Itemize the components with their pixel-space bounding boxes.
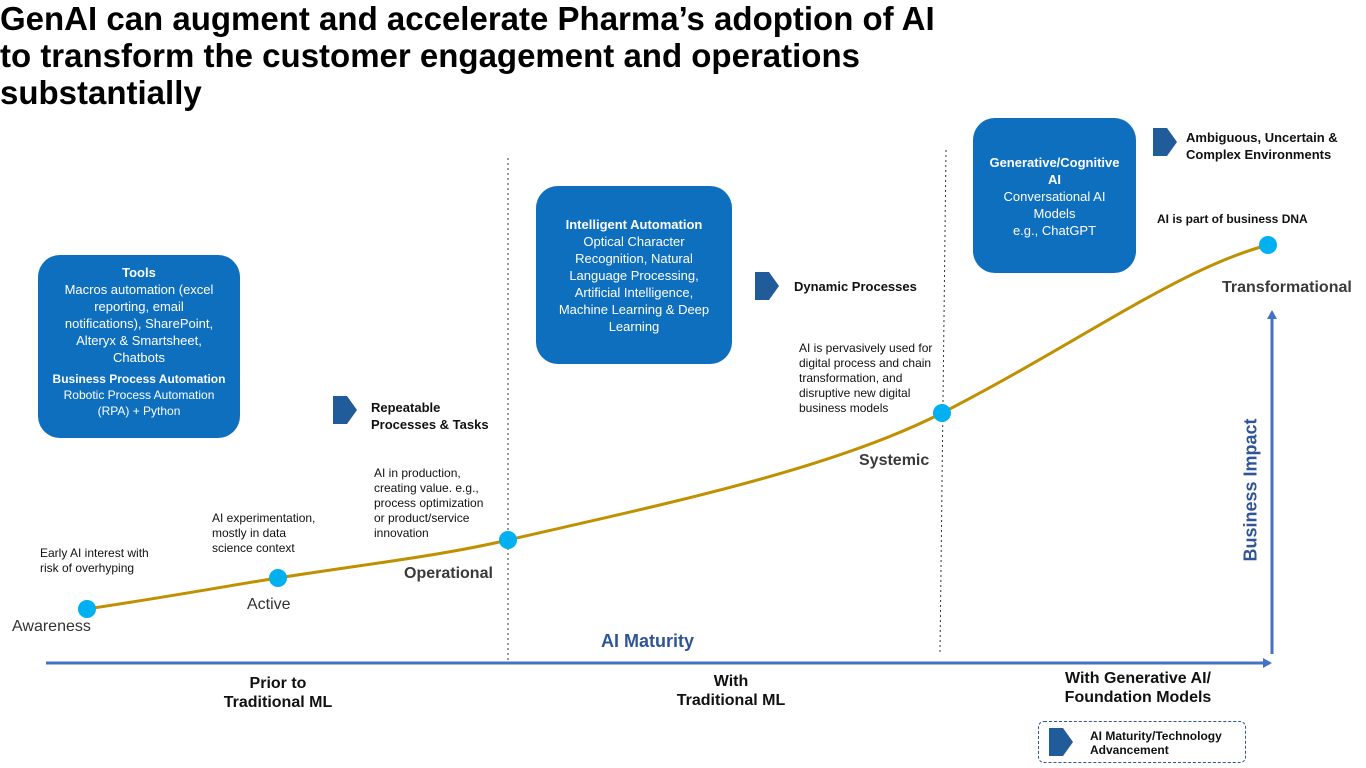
intelligent-body-6: Learning [608, 319, 660, 334]
generative-body-2: Models [1033, 206, 1076, 221]
point-active [269, 569, 287, 587]
page-title: GenAI can augment and accelerate Pharma’… [0, 0, 1150, 111]
note-awareness-line-2: risk of overhyping [40, 561, 135, 575]
intelligent-body-3: Language Processing, [569, 268, 699, 283]
divider-line-2 [939, 149, 947, 653]
trait-dynamic-line-1: Dynamic Processes [794, 279, 917, 294]
stage-operational: Operational [404, 565, 493, 582]
tools-heading: Tools [122, 265, 156, 280]
trait-dynamic: Dynamic Processes [794, 278, 917, 295]
era-generative-ai: With Generative AI/ Foundation Models [1038, 669, 1238, 707]
intelligent-body-5: Machine Learning & Deep [558, 302, 710, 317]
title-line-1: GenAI can augment and accelerate Pharma’… [0, 0, 935, 37]
legend-label-line-1: AI Maturity/Technology [1090, 729, 1222, 743]
era-with-line-1: With [713, 673, 749, 690]
maturity-curve-path [86, 243, 1269, 611]
era-traditional-ml: With Traditional ML [641, 672, 821, 710]
bpa-heading: Business Process Automation [52, 372, 226, 386]
point-operational [499, 531, 517, 549]
era-genai-line-2: Foundation Models [1064, 689, 1212, 706]
era-prior-line-2: Traditional ML [223, 694, 333, 711]
note-systemic-line-1: AI is pervasively used for [799, 341, 933, 355]
chevron-right-icon [1153, 128, 1177, 156]
trait-repeatable: Repeatable Processes & Tasks [371, 399, 489, 433]
tools-body-4: Alteryx & Smartsheet, [76, 333, 202, 348]
note-active: AI experimentation, mostly in data scien… [212, 511, 315, 556]
note-operational: AI in production, creating value. e.g., … [374, 466, 483, 541]
generative-heading-1: Generative/Cognitive [989, 155, 1120, 170]
legend-label-line-2: Advancement [1090, 743, 1169, 757]
note-systemic-line-4: disruptive new digital [799, 386, 911, 400]
bpa-body-1: Robotic Process Automation [63, 388, 215, 402]
generative-body-1: Conversational AI [1003, 189, 1106, 204]
note-operational-line-1: AI in production, [374, 466, 461, 480]
tools-box: Tools Macros automation (excel reporting… [38, 255, 240, 438]
note-systemic-line-2: digital process and chain [799, 356, 932, 370]
era-genai-line-1: With Generative AI/ [1065, 670, 1211, 687]
trait-ambiguous: Ambiguous, Uncertain & Complex Environme… [1186, 129, 1338, 163]
tools-body-5: Chatbots [112, 350, 166, 365]
note-awareness-line-1: Early AI interest with [40, 546, 149, 560]
stage-systemic: Systemic [859, 452, 930, 469]
intelligent-body-1: Optical Character [583, 234, 685, 249]
stage-awareness: Awareness [12, 618, 91, 635]
point-systemic [933, 404, 951, 422]
generative-heading-2: AI [1048, 172, 1061, 187]
generative-ai-box: Generative/Cognitive AI Conversational A… [973, 118, 1136, 273]
title-line-2: to transform the customer engagement and… [0, 37, 860, 74]
note-awareness: Early AI interest with risk of overhypin… [40, 546, 149, 576]
point-transformational [1259, 236, 1277, 254]
note-operational-line-5: innovation [374, 526, 429, 540]
chevron-right-icon [333, 396, 357, 424]
bpa-body-2: (RPA) + Python [97, 404, 181, 418]
x-axis-label: AI Maturity [601, 631, 695, 651]
trait-repeatable-line-2: Processes & Tasks [371, 417, 489, 432]
note-systemic-line-3: transformation, and [799, 371, 903, 385]
intelligent-heading: Intelligent Automation [565, 217, 703, 232]
era-prior-line-1: Prior to [249, 675, 307, 692]
tools-body-3: notifications), SharePoint, [64, 316, 214, 331]
legend-box: AI Maturity/Technology Advancement [1038, 721, 1246, 763]
trait-ambiguous-line-2: Complex Environments [1186, 147, 1332, 162]
generative-body-3: e.g., ChatGPT [1012, 223, 1097, 238]
era-prior-ml: Prior to Traditional ML [188, 674, 368, 712]
note-systemic-line-5: business models [799, 401, 889, 415]
note-active-line-2: mostly in data [212, 526, 287, 540]
tools-body-1: Macros automation (excel [64, 282, 214, 297]
trait-ambiguous-line-1: Ambiguous, Uncertain & [1186, 130, 1338, 145]
intelligent-automation-box: Intelligent Automation Optical Character… [536, 186, 732, 364]
intelligent-body-2: Recognition, Natural [575, 251, 693, 266]
note-transformational: AI is part of business DNA [1157, 212, 1308, 227]
note-operational-line-2: creating value. e.g., [374, 481, 479, 495]
note-operational-line-4: or product/service [374, 511, 470, 525]
legend-label: AI Maturity/Technology Advancement [1090, 729, 1222, 757]
tools-body-2: reporting, email [94, 299, 184, 314]
note-active-line-1: AI experimentation, [212, 511, 316, 525]
stage-transformational: Transformational [1222, 279, 1352, 296]
era-with-line-2: Traditional ML [676, 692, 786, 709]
intelligent-body-4: Artificial Intelligence, [574, 285, 694, 300]
note-systemic: AI is pervasively used for digital proce… [799, 341, 932, 416]
stage-active: Active [247, 596, 291, 613]
chevron-right-icon [1049, 728, 1073, 756]
point-awareness [78, 600, 96, 618]
note-transformational-line-1: AI is part of business DNA [1157, 212, 1308, 226]
title-line-3: substantially [0, 74, 202, 111]
chevron-right-icon [755, 272, 779, 300]
y-axis-label: Business Impact [1240, 418, 1261, 562]
note-active-line-3: science context [212, 541, 295, 555]
note-operational-line-3: process optimization [374, 496, 484, 510]
trait-repeatable-line-1: Repeatable [371, 400, 441, 415]
